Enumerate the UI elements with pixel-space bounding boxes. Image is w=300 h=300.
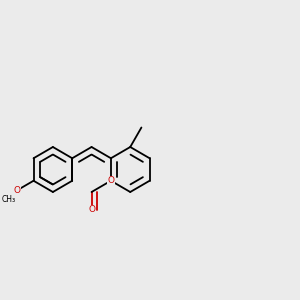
Text: O: O bbox=[107, 176, 114, 185]
Text: CH₃: CH₃ bbox=[2, 195, 16, 204]
Text: O: O bbox=[14, 186, 21, 195]
Text: O: O bbox=[88, 205, 95, 214]
